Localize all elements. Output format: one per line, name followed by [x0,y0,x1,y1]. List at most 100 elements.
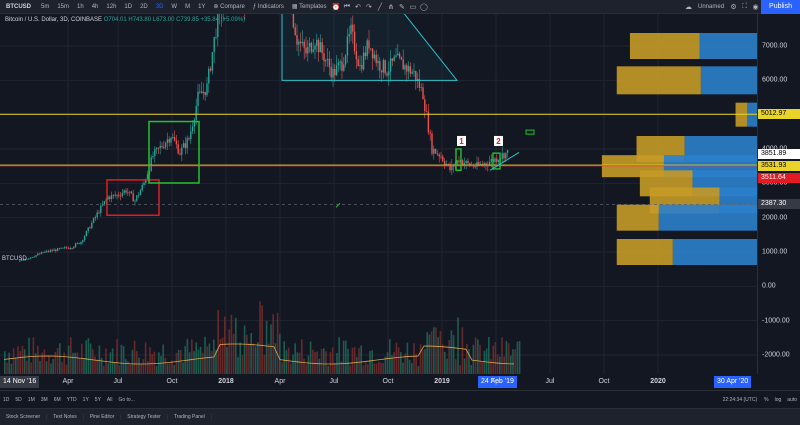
interval-8[interactable]: 3D [155,3,164,10]
auto-toggle[interactable]: auto [787,396,797,403]
volume-bar [87,338,90,374]
candle-body [326,58,329,60]
undo-icon[interactable]: ↶ [355,3,361,11]
goto-date[interactable]: Go to... [118,396,135,403]
replay-icon[interactable]: ⏮ [343,2,351,10]
range-1d[interactable]: 1D [3,396,10,403]
redo-icon[interactable]: ↷ [366,3,372,11]
interval-11[interactable]: 1Y [198,3,206,10]
candle-body [33,256,35,258]
indicators-button[interactable]: ƒ Indicators [252,3,284,10]
candle-body [418,79,421,88]
range-all[interactable]: All [106,396,113,403]
candle-body [28,258,30,260]
interval-7[interactable]: 2D [140,3,148,10]
tab-text-notes[interactable]: Text Notes [47,414,84,420]
range-1y[interactable]: 1Y [82,396,89,403]
tab-pine-editor[interactable]: Pine Editor [84,414,122,420]
candle-body [312,49,314,52]
fullscreen-icon[interactable]: ⛶ [742,2,747,10]
interval-10[interactable]: M [185,3,191,10]
alert-icon[interactable]: ⏰ [331,3,341,11]
candle-body [496,158,498,162]
candle-body [73,246,75,249]
candle-body [377,61,379,64]
trendline-icon[interactable]: ╱ [377,3,383,11]
interval-9[interactable]: W [171,3,178,10]
volume-bar [153,351,156,374]
candle-body [481,163,484,165]
volume-bar [301,339,303,374]
volume-bar [202,352,204,374]
templates-button[interactable]: ▦ Templates [291,4,327,10]
volume-bar [250,333,252,374]
candle-body [469,163,471,166]
range-3m[interactable]: 3M [40,396,48,403]
interval-3[interactable]: 1h [77,3,84,10]
candle-body [91,222,93,229]
volume-bar [78,358,81,374]
volume-bar [470,365,472,374]
tab-stock-screener[interactable]: Stock Screener [0,414,48,420]
volume-bar [129,363,131,374]
tab-trading-panel[interactable]: Trading Panel [168,414,212,420]
brush-icon[interactable]: ✎ [399,3,405,11]
interval-6[interactable]: 1D [124,3,133,10]
tab-strategy-tester[interactable]: Strategy Tester [121,414,168,420]
volume-bar [356,357,358,374]
candle-body [407,66,410,72]
volume-bar [510,355,512,374]
symbol-search[interactable]: BTCUSD [6,3,31,10]
pitchfork-icon[interactable]: ⋔ [388,3,394,11]
cloud-icon[interactable]: ☁ [685,3,693,11]
camera-icon[interactable]: ◉ [752,3,759,11]
candle-body [98,212,100,214]
range-5d[interactable]: 5D [15,396,22,403]
volume-bar [444,351,446,374]
volume-bar [270,324,272,374]
candle-body [456,160,458,164]
volume-bar [191,339,193,374]
time-tick-7: 2019 [434,378,450,385]
interval-5[interactable]: 12h [106,3,117,10]
candle-body [190,131,192,140]
publish-button[interactable]: Publish [761,0,800,14]
price-label-current: 3851.89 [758,149,800,160]
range-1m[interactable]: 1M [27,396,35,403]
candle-body [38,253,41,255]
interval-2[interactable]: 15m [57,3,70,10]
compare-button[interactable]: ⊕ Compare [213,4,245,10]
volume-bar [15,357,17,374]
interval-4[interactable]: 4h [91,3,99,10]
candle-body [384,60,386,74]
volume-bar [83,357,85,374]
candle-body [451,164,453,171]
layout-name[interactable]: Unnamed [698,3,725,10]
volume-bar [243,325,246,374]
price-axis[interactable]: 7000.006000.005000.004000.003000.002000.… [757,14,800,374]
candle-body [413,70,415,73]
volume-bar [294,343,296,374]
volume-bar [397,347,400,374]
volume-bar [307,355,310,374]
candle-body [209,68,212,71]
range-6m[interactable]: 6M [53,396,61,403]
ellipse-icon[interactable]: ◯ [420,3,428,11]
rectangle-icon[interactable]: ▭ [409,3,417,11]
percent-toggle[interactable]: % [764,396,769,403]
volume-bar [232,333,235,374]
candle-body [447,164,449,165]
volume-bar [353,347,356,374]
volume-bar [263,354,266,374]
volume-bar [448,339,450,374]
settings-icon[interactable]: ⚙ [730,3,737,11]
interval-1[interactable]: 5m [41,3,50,10]
range-5y[interactable]: 5Y [94,396,101,403]
log-toggle[interactable]: log [774,396,782,403]
volume-bar [261,305,263,374]
range-ytd[interactable]: YTD [66,396,77,403]
time-axis[interactable]: 14 Nov '16 24 Feb '19 30 Apr '20 Apr Jul O… [0,374,757,390]
volume-bar [404,353,406,374]
